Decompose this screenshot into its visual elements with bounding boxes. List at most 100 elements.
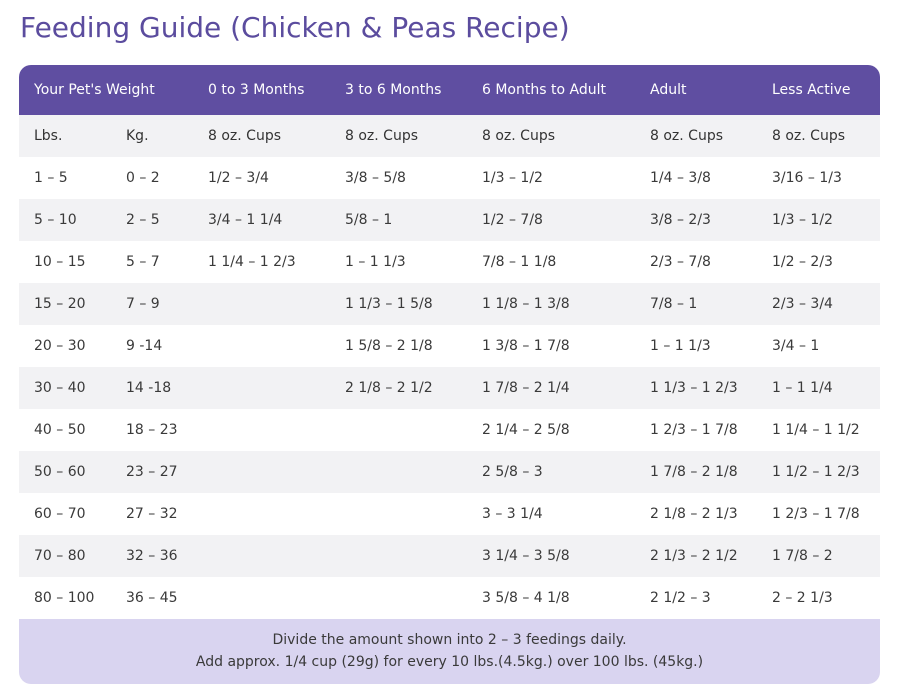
table-cell: 2 5/8 – 3 — [482, 464, 543, 480]
table-cell: 27 – 32 — [126, 506, 178, 522]
unit-row: Lbs. Kg. 8 oz. Cups 8 oz. Cups 8 oz. Cup… — [19, 115, 880, 157]
table-body: Lbs. Kg. 8 oz. Cups 8 oz. Cups 8 oz. Cup… — [19, 115, 880, 619]
unit-cell: 8 oz. Cups — [482, 128, 556, 144]
table-cell — [193, 409, 330, 451]
table-cell: 7/8 – 1 1/8 — [482, 254, 557, 270]
table-row: 50 – 60 23 – 27 2 5/8 – 3 1 7/8 – 2 1/8 1 1/… — [19, 451, 880, 493]
table-cell: 1/4 – 3/8 — [650, 170, 711, 186]
table-cell — [330, 577, 467, 619]
table-cell: 23 – 27 — [126, 464, 178, 480]
table-cell: 1/2 – 7/8 — [482, 212, 543, 228]
table-cell: 15 – 20 — [34, 296, 86, 312]
table-cell: 7 – 9 — [126, 296, 160, 312]
table-cell — [330, 535, 467, 577]
feeding-note-line: Divide the amount shown into 2 – 3 feedi… — [272, 632, 627, 648]
table-cell: 3 – 3 1/4 — [482, 506, 543, 522]
table-cell: 10 – 15 — [34, 254, 86, 270]
table-cell: 1/3 – 1/2 — [772, 212, 833, 228]
table-cell: 1 2/3 – 1 7/8 — [650, 422, 738, 438]
table-cell: 3/8 – 5/8 — [345, 170, 406, 186]
table-cell: 18 – 23 — [126, 422, 178, 438]
unit-cell: Lbs. — [34, 128, 63, 144]
table-cell: 1 1/4 – 1 2/3 — [208, 254, 296, 270]
table-cell: 2 1/8 – 2 1/2 — [345, 380, 433, 396]
table-cell: 1/2 – 2/3 — [772, 254, 833, 270]
table-cell: 20 – 30 — [34, 338, 86, 354]
table-cell — [330, 409, 467, 451]
feeding-table: Your Pet's Weight 0 to 3 Months 3 to 6 M… — [19, 65, 880, 619]
table-row: 1 – 5 0 – 2 1/2 – 3/4 3/8 – 5/8 1/3 – 1/2 1/4… — [19, 157, 880, 199]
table-cell: 70 – 80 — [34, 548, 86, 564]
table-cell: 50 – 60 — [34, 464, 86, 480]
table-cell: 2 1/4 – 2 5/8 — [482, 422, 570, 438]
table-cell: 1 1/4 – 1 1/2 — [772, 422, 860, 438]
table-cell — [193, 367, 330, 409]
table-cell: 1 – 1 1/4 — [772, 380, 833, 396]
table-cell: 2 1/8 – 2 1/3 — [650, 506, 738, 522]
table-header-row: Your Pet's Weight 0 to 3 Months 3 to 6 M… — [19, 65, 880, 115]
table-cell: 3/4 – 1 1/4 — [208, 212, 283, 228]
table-cell: 2/3 – 7/8 — [650, 254, 711, 270]
table-cell: 2 1/3 – 2 1/2 — [650, 548, 738, 564]
table-cell — [193, 325, 330, 367]
table-cell: 9 -14 — [126, 338, 163, 354]
table-cell: 1 1/3 – 1 5/8 — [345, 296, 433, 312]
unit-cell: 8 oz. Cups — [208, 128, 282, 144]
header-3-to-6-months: 3 to 6 Months — [345, 82, 442, 98]
table-cell: 1 3/8 – 1 7/8 — [482, 338, 570, 354]
table-cell: 3/4 – 1 — [772, 338, 820, 354]
unit-cell: 8 oz. Cups — [650, 128, 724, 144]
table-cell: 1 – 5 — [34, 170, 68, 186]
table-row: 80 – 100 36 – 45 3 5/8 – 4 1/8 2 1/2 – 3 2 –… — [19, 577, 880, 619]
header-adult: Adult — [650, 82, 687, 98]
table-cell: 5 – 10 — [34, 212, 77, 228]
table-cell: 0 – 2 — [126, 170, 160, 186]
table-cell: 1/3 – 1/2 — [482, 170, 543, 186]
table-row: 40 – 50 18 – 23 2 1/4 – 2 5/8 1 2/3 – 1 7/8… — [19, 409, 880, 451]
table-cell: 1 7/8 – 2 — [772, 548, 833, 564]
table-cell — [193, 451, 330, 493]
table-cell: 1 7/8 – 2 1/4 — [482, 380, 570, 396]
table-cell: 36 – 45 — [126, 590, 178, 606]
table-cell: 1 – 1 1/3 — [650, 338, 711, 354]
table-row: 10 – 15 5 – 7 1 1/4 – 1 2/3 1 – 1 1/3 7/8 – … — [19, 241, 880, 283]
table-cell: 30 – 40 — [34, 380, 86, 396]
feeding-note: Divide the amount shown into 2 – 3 feedi… — [19, 619, 880, 684]
table-cell: 3 5/8 – 4 1/8 — [482, 590, 570, 606]
table-cell: 1 5/8 – 2 1/8 — [345, 338, 433, 354]
page-title: Feeding Guide (Chicken & Peas Recipe) — [20, 11, 570, 44]
table-cell: 3/16 – 1/3 — [772, 170, 842, 186]
table-cell: 2 – 2 1/3 — [772, 590, 833, 606]
table-row: 60 – 70 27 – 32 3 – 3 1/4 2 1/8 – 2 1/3 1 2/… — [19, 493, 880, 535]
table-cell — [193, 535, 330, 577]
header-less-active: Less Active — [772, 82, 851, 98]
table-cell: 1 1/8 – 1 3/8 — [482, 296, 570, 312]
table-cell: 1 1/3 – 1 2/3 — [650, 380, 738, 396]
table-cell — [330, 493, 467, 535]
table-cell: 7/8 – 1 — [650, 296, 698, 312]
table-cell: 14 -18 — [126, 380, 172, 396]
table-cell — [193, 577, 330, 619]
table-cell: 60 – 70 — [34, 506, 86, 522]
table-cell: 1 2/3 – 1 7/8 — [772, 506, 860, 522]
table-row: 5 – 10 2 – 5 3/4 – 1 1/4 5/8 – 1 1/2 – 7/8 3/… — [19, 199, 880, 241]
table-cell: 3/8 – 2/3 — [650, 212, 711, 228]
header-pet-weight: Your Pet's Weight — [34, 82, 155, 98]
feeding-note-line: Add approx. 1/4 cup (29g) for every 10 l… — [195, 654, 704, 670]
table-cell: 80 – 100 — [34, 590, 95, 606]
feeding-guide-card: Your Pet's Weight 0 to 3 Months 3 to 6 M… — [19, 65, 880, 684]
table-cell: 5 – 7 — [126, 254, 160, 270]
table-cell: 1 7/8 – 2 1/8 — [650, 464, 738, 480]
header-6-months-to-adult: 6 Months to Adult — [482, 82, 606, 98]
table-row: 15 – 20 7 – 9 1 1/3 – 1 5/8 1 1/8 – 1 3/8 7/… — [19, 283, 880, 325]
table-row: 70 – 80 32 – 36 3 1/4 – 3 5/8 2 1/3 – 2 1/2… — [19, 535, 880, 577]
header-0-to-3-months: 0 to 3 Months — [208, 82, 305, 98]
table-cell: 1 1/2 – 1 2/3 — [772, 464, 860, 480]
table-cell — [193, 493, 330, 535]
table-row: 30 – 40 14 -18 2 1/8 – 2 1/2 1 7/8 – 2 1/4 1… — [19, 367, 880, 409]
table-cell: 1/2 – 3/4 — [208, 170, 269, 186]
table-cell: 3 1/4 – 3 5/8 — [482, 548, 570, 564]
table-cell: 1 – 1 1/3 — [345, 254, 406, 270]
unit-cell: 8 oz. Cups — [772, 128, 846, 144]
table-cell: 32 – 36 — [126, 548, 178, 564]
